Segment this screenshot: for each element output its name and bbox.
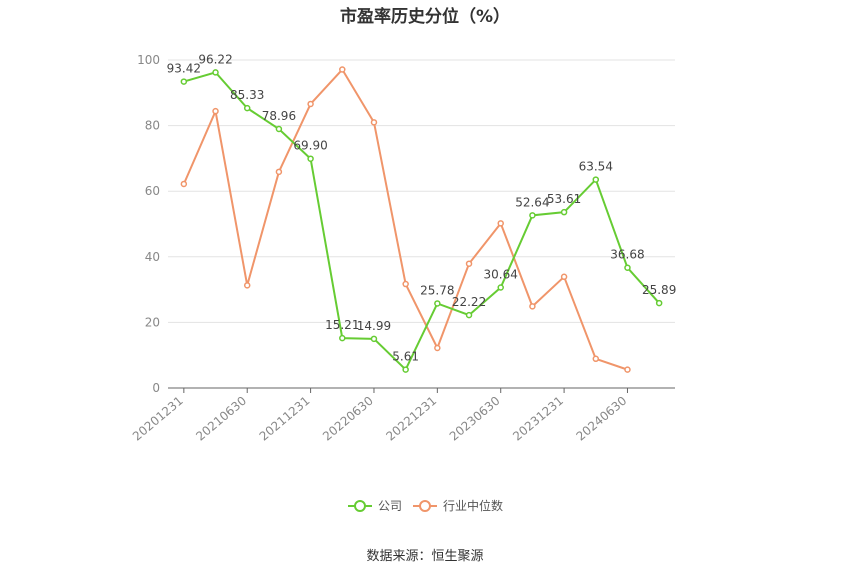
data-point xyxy=(497,284,504,291)
legend-item-industry[interactable]: 行业中位数 xyxy=(443,498,503,513)
x-tick-label: 20230630 xyxy=(447,394,503,444)
x-tick-label: 20240630 xyxy=(574,394,630,444)
data-label: 36.68 xyxy=(610,248,644,262)
x-tick-label: 20201231 xyxy=(130,394,186,444)
x-tick-label: 20231231 xyxy=(510,394,566,444)
data-point xyxy=(370,335,378,343)
data-point xyxy=(275,168,283,176)
data-point xyxy=(497,220,504,227)
data-label: 22.22 xyxy=(452,295,486,309)
data-point xyxy=(243,282,251,289)
data-point xyxy=(243,104,251,112)
data-point xyxy=(180,78,188,85)
data-point xyxy=(370,119,378,126)
y-tick-label: 80 xyxy=(145,119,160,133)
x-tick-label: 20220630 xyxy=(320,394,376,444)
data-label: 85.33 xyxy=(230,88,264,102)
legend-marker xyxy=(419,500,431,512)
legend-marker xyxy=(354,500,366,512)
data-label: 96.22 xyxy=(198,52,232,66)
data-point xyxy=(560,273,568,281)
y-tick-label: 40 xyxy=(145,250,160,264)
series-line-industry xyxy=(182,67,628,371)
data-point xyxy=(402,366,409,373)
y-tick-label: 100 xyxy=(137,53,160,67)
chart-title: 市盈率历史分位（%） xyxy=(339,7,511,27)
data-label: 15.21 xyxy=(325,318,359,332)
series-line-company xyxy=(183,71,660,372)
data-point xyxy=(180,180,188,188)
data-point xyxy=(339,66,346,73)
x-tick-label: 20211231 xyxy=(257,394,313,444)
data-point xyxy=(212,69,219,76)
data-point xyxy=(434,300,441,307)
x-tick-label: 20210630 xyxy=(193,394,249,444)
data-source: 数据来源：恒生聚源 xyxy=(366,549,484,564)
data-point xyxy=(465,260,473,267)
data-point xyxy=(212,107,219,115)
data-label: 93.42 xyxy=(167,62,201,76)
data-label: 52.64 xyxy=(515,195,549,209)
data-point xyxy=(655,299,663,307)
data-point xyxy=(592,355,600,363)
data-point xyxy=(307,155,314,162)
y-tick-label: 60 xyxy=(145,184,160,198)
data-point xyxy=(402,280,409,288)
data-point xyxy=(624,366,631,373)
data-point xyxy=(339,334,346,342)
data-point xyxy=(434,344,441,352)
data-point xyxy=(529,212,536,219)
data-point xyxy=(592,176,600,183)
y-tick-label: 20 xyxy=(145,315,160,329)
data-label: 30.64 xyxy=(484,268,518,282)
data-label: 69.90 xyxy=(293,139,327,153)
data-point xyxy=(465,311,473,319)
data-label: 53.61 xyxy=(547,192,581,206)
data-point xyxy=(307,100,314,108)
data-label: 25.78 xyxy=(420,283,454,297)
data-point xyxy=(529,303,536,310)
data-label: 25.89 xyxy=(642,283,676,297)
data-label: 5.61 xyxy=(392,350,419,364)
data-point xyxy=(560,208,568,216)
x-tick-label: 20221231 xyxy=(383,394,439,444)
data-label: 14.99 xyxy=(357,319,391,333)
data-label: 78.96 xyxy=(262,109,296,123)
data-point xyxy=(624,264,631,271)
data-point xyxy=(275,125,283,133)
legend-item-company[interactable]: 公司 xyxy=(378,499,402,513)
y-tick-label: 0 xyxy=(152,381,160,395)
data-label: 63.54 xyxy=(579,160,613,174)
